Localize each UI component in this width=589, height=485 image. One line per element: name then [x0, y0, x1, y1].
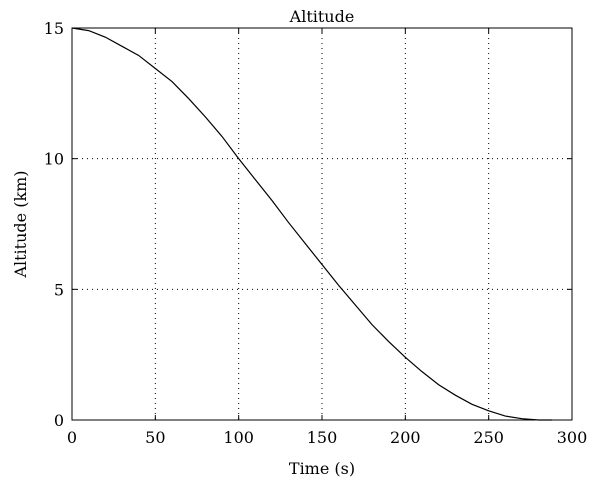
y-tick-label: 10	[44, 150, 64, 169]
chart-title: Altitude	[289, 7, 355, 26]
grid-lines	[72, 28, 572, 420]
plot-frame	[71, 27, 573, 421]
x-tick-label: 300	[557, 428, 588, 447]
y-axis-label: Altitude (km)	[11, 170, 30, 278]
x-tick-label: 50	[145, 428, 165, 447]
x-tick-label: 150	[307, 428, 338, 447]
x-tick-label: 100	[223, 428, 254, 447]
x-tick-label: 0	[67, 428, 77, 447]
altitude-series-line	[71, 27, 552, 421]
x-tick-label: 250	[473, 428, 504, 447]
x-tick-labels: 0 50 100 150 200 250 300	[67, 428, 587, 447]
x-axis-label: Time (s)	[289, 459, 355, 478]
x-tick-label: 200	[390, 428, 421, 447]
y-tick-labels: 0 5 10 15	[44, 19, 64, 430]
y-tick-label: 0	[54, 411, 64, 430]
y-tick-label: 5	[54, 280, 64, 299]
y-tick-label: 15	[44, 19, 64, 38]
series-layer	[71, 27, 552, 421]
